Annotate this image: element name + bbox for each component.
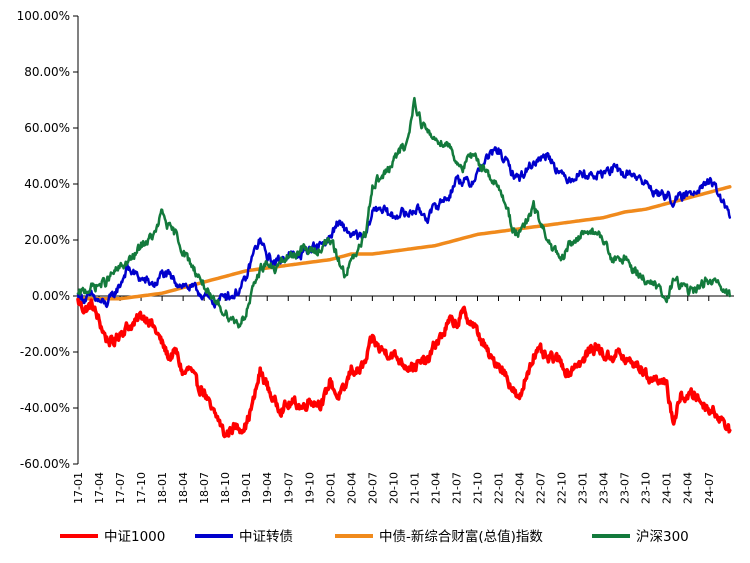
x-tick-label: 18-04	[177, 472, 190, 504]
x-tick-label: 21-07	[450, 472, 463, 504]
x-tick-label: 19-01	[240, 472, 253, 504]
x-tick-label: 21-10	[471, 472, 484, 504]
axes	[77, 16, 734, 464]
legend-label: 中债-新综合财富(总值)指数	[379, 528, 543, 545]
series-lines	[76, 96, 732, 439]
y-tick-label: 0.00%	[32, 289, 70, 303]
x-tick-label: 24-07	[703, 472, 716, 504]
x-tick-label: 24-01	[661, 472, 674, 504]
x-tick-label: 19-10	[303, 472, 316, 504]
y-tick-label: 80.00%	[24, 65, 70, 79]
x-tick-label: 21-01	[408, 472, 421, 504]
x-tick-label: 22-04	[514, 472, 527, 504]
x-tick-label: 20-01	[324, 472, 337, 504]
x-tick-label: 18-10	[219, 472, 232, 504]
x-tick-label: 20-10	[387, 472, 400, 504]
y-tick-label: -40.00%	[20, 401, 70, 415]
series-line-1	[76, 146, 732, 309]
x-tick-label: 18-01	[156, 472, 169, 504]
x-tick-label: 17-01	[72, 472, 85, 504]
y-tick-label: 20.00%	[24, 233, 70, 247]
x-tick-label: 18-07	[198, 472, 211, 504]
y-tick-label: 60.00%	[24, 121, 70, 135]
series-line-0	[76, 297, 732, 439]
x-tick-label: 19-04	[261, 472, 274, 504]
x-tick-label: 21-04	[429, 472, 442, 504]
x-tick-label: 24-04	[682, 472, 695, 504]
y-tick-label: 100.00%	[17, 9, 70, 23]
x-ticks: 17-01 17-04 17-07 17-10 18-01 18-04 18-07 18-10…	[72, 296, 716, 504]
x-tick-label: 23-04	[598, 472, 611, 504]
y-ticks: 100.00% 80.00% 60.00% 40.00% 20.00% 0.00% -20.…	[17, 9, 78, 471]
x-tick-label: 23-01	[577, 472, 590, 504]
x-tick-label: 22-07	[535, 472, 548, 504]
y-tick-label: -20.00%	[20, 345, 70, 359]
series-line-3	[76, 96, 732, 329]
x-tick-label: 19-07	[282, 472, 295, 504]
legend-label: 中证1000	[104, 529, 165, 545]
x-tick-label: 20-07	[366, 472, 379, 504]
x-tick-label: 20-04	[345, 472, 358, 504]
x-tick-label: 23-10	[640, 472, 653, 504]
y-tick-label: 40.00%	[24, 177, 70, 191]
x-tick-label: 23-07	[619, 472, 632, 504]
legend: 中证1000 中证转债 中债-新综合财富(总值)指数 沪深300	[60, 528, 689, 545]
x-tick-label: 22-01	[493, 472, 506, 504]
legend-label: 沪深300	[636, 529, 689, 545]
x-tick-label: 17-04	[93, 472, 106, 504]
x-tick-label: 17-07	[114, 472, 127, 504]
y-tick-label: -60.00%	[20, 457, 70, 471]
x-tick-label: 17-10	[135, 472, 148, 504]
x-tick-label: 22-10	[556, 472, 569, 504]
legend-label: 中证转债	[239, 529, 293, 545]
